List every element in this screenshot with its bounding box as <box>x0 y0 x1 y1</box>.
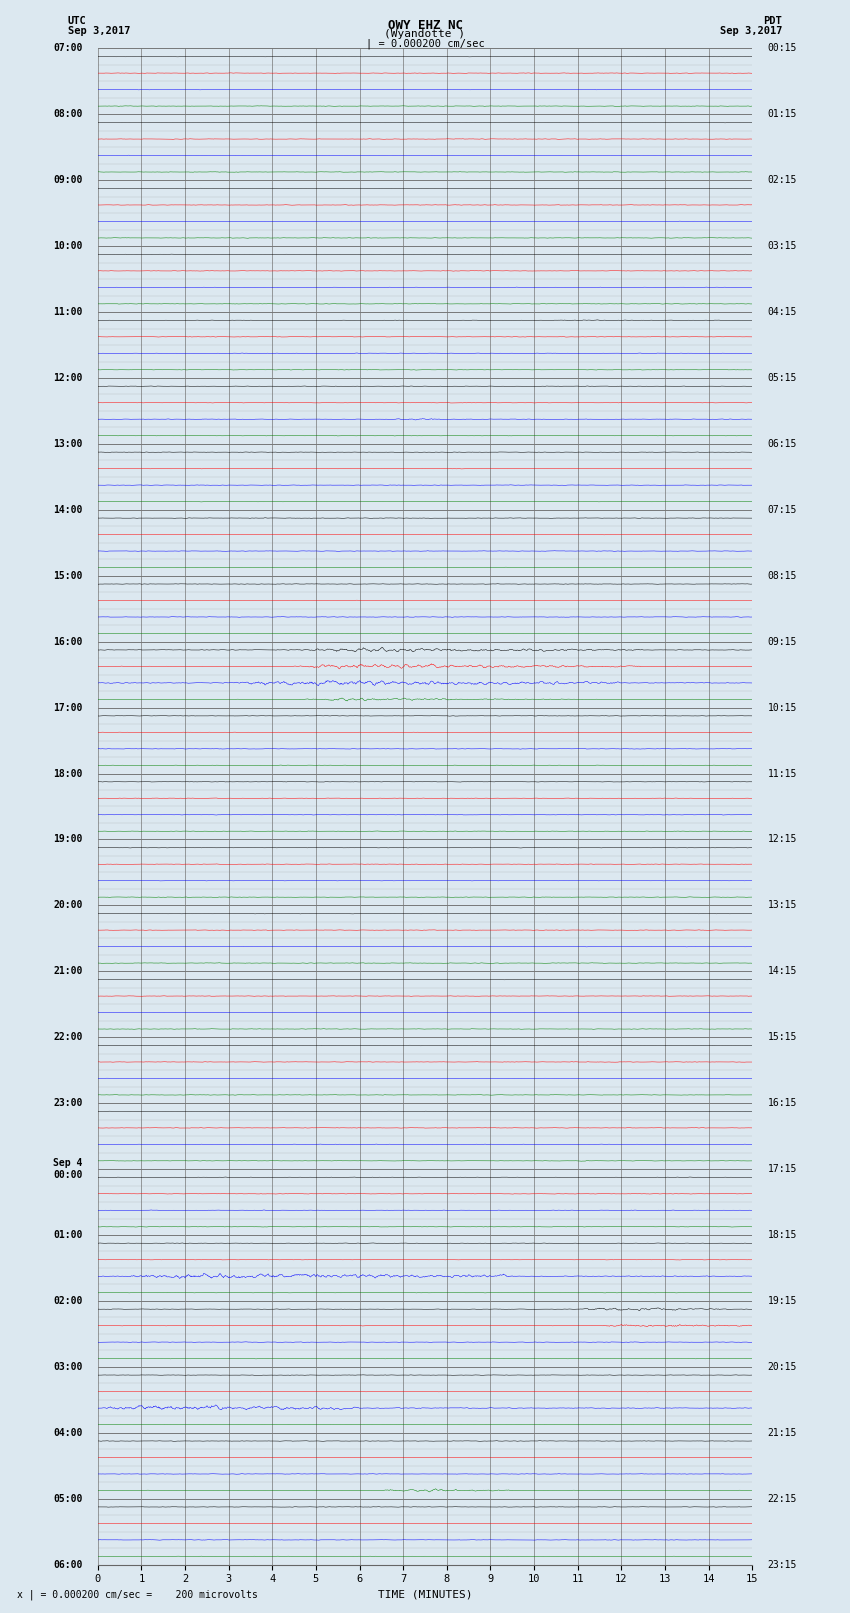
Text: 15:00: 15:00 <box>53 571 82 581</box>
Text: 17:15: 17:15 <box>768 1165 797 1174</box>
X-axis label: TIME (MINUTES): TIME (MINUTES) <box>377 1590 473 1600</box>
Text: 23:15: 23:15 <box>768 1560 797 1569</box>
Text: 14:00: 14:00 <box>53 505 82 515</box>
Text: 23:00: 23:00 <box>53 1098 82 1108</box>
Text: 16:15: 16:15 <box>768 1098 797 1108</box>
Text: 10:15: 10:15 <box>768 703 797 713</box>
Text: 11:15: 11:15 <box>768 768 797 779</box>
Text: 11:00: 11:00 <box>53 306 82 318</box>
Text: 12:15: 12:15 <box>768 834 797 845</box>
Text: 15:15: 15:15 <box>768 1032 797 1042</box>
Text: 05:00: 05:00 <box>53 1494 82 1503</box>
Text: x | = 0.000200 cm/sec =    200 microvolts: x | = 0.000200 cm/sec = 200 microvolts <box>17 1589 258 1600</box>
Text: PDT: PDT <box>763 16 782 26</box>
Text: 22:15: 22:15 <box>768 1494 797 1503</box>
Text: 04:00: 04:00 <box>53 1428 82 1437</box>
Text: 06:00: 06:00 <box>53 1560 82 1569</box>
Text: 06:15: 06:15 <box>768 439 797 448</box>
Text: 00:15: 00:15 <box>768 44 797 53</box>
Text: 13:15: 13:15 <box>768 900 797 910</box>
Text: 08:00: 08:00 <box>53 110 82 119</box>
Text: Sep 3,2017: Sep 3,2017 <box>719 26 782 35</box>
Text: 07:15: 07:15 <box>768 505 797 515</box>
Text: 19:00: 19:00 <box>53 834 82 845</box>
Text: 08:15: 08:15 <box>768 571 797 581</box>
Text: 03:15: 03:15 <box>768 242 797 252</box>
Text: 04:15: 04:15 <box>768 306 797 318</box>
Text: 07:00: 07:00 <box>53 44 82 53</box>
Text: 02:15: 02:15 <box>768 176 797 185</box>
Text: 01:00: 01:00 <box>53 1231 82 1240</box>
Text: 10:00: 10:00 <box>53 242 82 252</box>
Text: 03:00: 03:00 <box>53 1361 82 1371</box>
Text: Sep 3,2017: Sep 3,2017 <box>68 26 131 35</box>
Text: 16:00: 16:00 <box>53 637 82 647</box>
Text: 09:00: 09:00 <box>53 176 82 185</box>
Text: UTC: UTC <box>68 16 87 26</box>
Text: 21:00: 21:00 <box>53 966 82 976</box>
Text: 17:00: 17:00 <box>53 703 82 713</box>
Text: 12:00: 12:00 <box>53 373 82 382</box>
Text: 18:00: 18:00 <box>53 768 82 779</box>
Text: 05:15: 05:15 <box>768 373 797 382</box>
Text: 20:15: 20:15 <box>768 1361 797 1371</box>
Text: 02:00: 02:00 <box>53 1295 82 1307</box>
Text: 21:15: 21:15 <box>768 1428 797 1437</box>
Text: (Wyandotte ): (Wyandotte ) <box>384 29 466 39</box>
Text: 18:15: 18:15 <box>768 1231 797 1240</box>
Text: | = 0.000200 cm/sec: | = 0.000200 cm/sec <box>366 39 484 50</box>
Text: 22:00: 22:00 <box>53 1032 82 1042</box>
Text: 19:15: 19:15 <box>768 1295 797 1307</box>
Text: Sep 4
00:00: Sep 4 00:00 <box>53 1158 82 1179</box>
Text: OWY EHZ NC: OWY EHZ NC <box>388 19 462 32</box>
Text: 14:15: 14:15 <box>768 966 797 976</box>
Text: 01:15: 01:15 <box>768 110 797 119</box>
Text: 09:15: 09:15 <box>768 637 797 647</box>
Text: 20:00: 20:00 <box>53 900 82 910</box>
Text: 13:00: 13:00 <box>53 439 82 448</box>
